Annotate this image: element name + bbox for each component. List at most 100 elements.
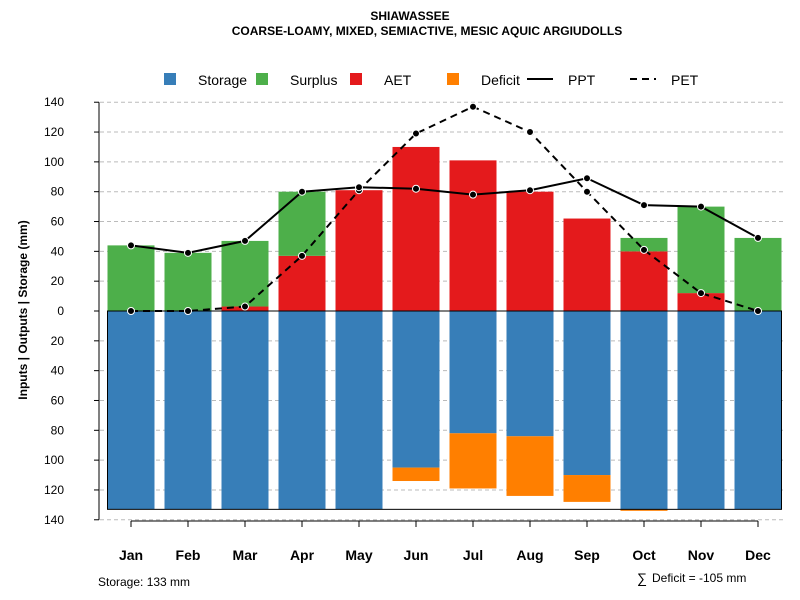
deficit-bar-aug <box>506 436 554 496</box>
surplus-bar-mar <box>221 240 269 307</box>
pet-point-jul <box>469 102 477 111</box>
surplus-bar-jan <box>107 245 155 311</box>
storage-bar-may <box>335 311 383 510</box>
legend-label-aet: AET <box>384 72 412 88</box>
bars <box>107 146 782 511</box>
legend: Storage Surplus AET Deficit PPT PET <box>164 72 699 88</box>
gridlines <box>100 101 783 521</box>
ppt-point-aug <box>526 186 534 195</box>
x-tick-label-oct: Oct <box>632 547 656 563</box>
y-tick-label: 40 <box>51 364 65 378</box>
aet-bar-aug <box>506 191 554 311</box>
storage-bar-jun <box>392 311 440 468</box>
legend-swatch-deficit <box>447 73 459 85</box>
x-tick-label-feb: Feb <box>176 547 201 563</box>
aet-bar-jun <box>392 146 440 311</box>
lines <box>127 102 762 315</box>
pet-point-dec <box>754 307 762 315</box>
y-tick-label: 20 <box>51 274 65 288</box>
legend-label-surplus: Surplus <box>290 72 337 88</box>
x-tick-label-aug: Aug <box>516 547 543 563</box>
storage-bar-apr <box>278 311 326 510</box>
deficit-bar-oct <box>620 509 668 511</box>
storage-footer-label: Storage: 133 mm <box>98 575 190 589</box>
y-tick-label: 120 <box>44 125 64 139</box>
ppt-point-dec <box>754 233 762 242</box>
pet-point-jan <box>127 307 135 315</box>
chart-subtitle: COARSE-LOAMY, MIXED, SEMIACTIVE, MESIC A… <box>232 24 622 38</box>
surplus-bar-apr <box>278 191 326 256</box>
aet-bar-jul <box>449 160 497 311</box>
pet-line <box>131 105 759 312</box>
aet-bar-nov <box>677 293 725 311</box>
surplus-bar-feb <box>164 252 212 311</box>
storage-bar-feb <box>164 311 212 510</box>
legend-label-pet: PET <box>671 72 699 88</box>
storage-bar-nov <box>677 311 725 510</box>
ppt-point-jan <box>127 241 135 250</box>
pet-point-sep <box>583 187 591 196</box>
x-axis: Jan Feb Mar Apr May Jun Jul Aug Sep Oct Nov Dec <box>119 520 771 563</box>
legend-label-deficit: Deficit <box>481 72 520 88</box>
sum-icon: ∑ <box>637 570 647 586</box>
y-tick-label: 120 <box>44 483 64 497</box>
y-tick-label: 140 <box>44 95 64 109</box>
x-tick-label-jun: Jun <box>404 547 429 563</box>
ppt-point-mar <box>241 236 249 245</box>
pet-point-nov <box>697 289 705 298</box>
ppt-point-oct <box>640 201 648 210</box>
x-tick-label-sep: Sep <box>574 547 600 563</box>
x-tick-label-jul: Jul <box>463 547 483 563</box>
storage-bar-jul <box>449 311 497 434</box>
y-tick-label: 40 <box>51 244 65 258</box>
aet-bar-sep <box>563 218 611 311</box>
pet-point-apr <box>298 251 306 260</box>
y-tick-label: 100 <box>44 155 64 169</box>
aet-bar-may <box>335 190 383 311</box>
pet-point-oct <box>640 245 648 254</box>
chart-title: SHIAWASSEE <box>370 9 449 23</box>
pet-point-feb <box>184 307 192 315</box>
surplus-bar-nov <box>677 206 725 294</box>
y-tick-label: 20 <box>51 334 65 348</box>
aet-bar-apr <box>278 255 326 311</box>
storage-bar-jan <box>107 311 155 510</box>
deficit-bar-jun <box>392 467 440 482</box>
ppt-line <box>130 177 759 254</box>
pet-point-aug <box>526 128 534 137</box>
x-tick-label-nov: Nov <box>688 547 715 563</box>
ppt-point-nov <box>697 202 705 211</box>
y-tick-label: 80 <box>51 423 65 437</box>
legend-label-storage: Storage <box>198 72 247 88</box>
legend-swatch-surplus <box>256 73 268 85</box>
storage-capacity-frame <box>107 310 782 510</box>
y-axis: 140 120 100 80 60 40 20 0 20 40 60 80 100 120 140 <box>44 95 100 527</box>
y-tick-label: 80 <box>51 185 65 199</box>
ppt-point-may <box>355 183 363 192</box>
y-tick-label: 60 <box>51 393 65 407</box>
storage-bar-mar <box>221 311 269 510</box>
storage-bar-oct <box>620 311 668 510</box>
y-tick-label: 60 <box>51 215 65 229</box>
deficit-footer-label: Deficit = -105 mm <box>652 571 746 585</box>
deficit-bar-jul <box>449 433 497 489</box>
storage-bar-aug <box>506 311 554 437</box>
y-tick-label: 100 <box>44 453 64 467</box>
surplus-bar-oct <box>620 237 668 252</box>
ppt-point-feb <box>184 248 192 257</box>
ppt-point-apr <box>298 187 306 196</box>
aet-bar-oct <box>620 251 668 311</box>
ppt-point-jul <box>469 190 477 199</box>
pet-point-mar <box>241 302 249 311</box>
pet-point-jun <box>412 129 420 138</box>
x-tick-label-dec: Dec <box>745 547 771 563</box>
legend-swatch-storage <box>164 73 176 85</box>
legend-label-ppt: PPT <box>568 72 596 88</box>
deficit-bar-sep <box>563 475 611 502</box>
y-axis-label: Inputs | Outputs | Storage (mm) <box>16 220 30 399</box>
x-tick-label-may: May <box>345 547 372 563</box>
storage-bar-dec <box>734 311 782 510</box>
y-tick-label: 140 <box>44 513 64 527</box>
x-tick-label-jan: Jan <box>119 547 143 563</box>
